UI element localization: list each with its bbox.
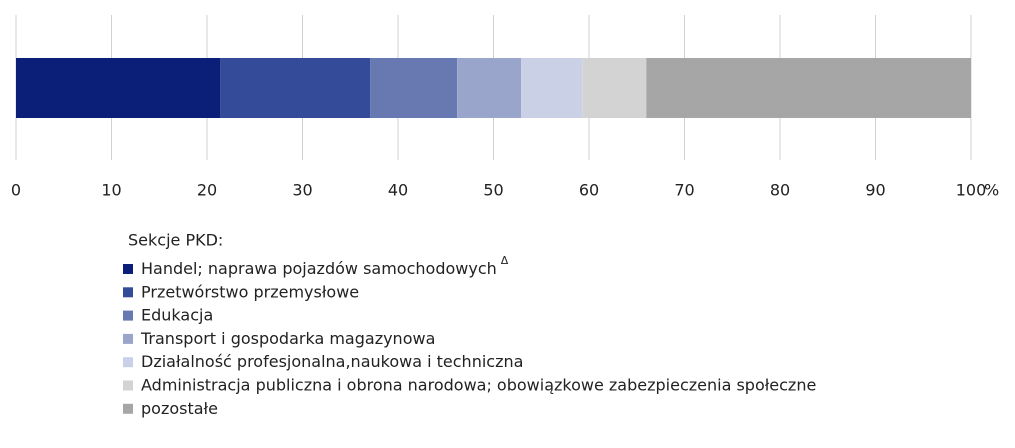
legend-swatch xyxy=(123,380,133,391)
bar-segment xyxy=(582,58,647,118)
legend-text: Handel; naprawa pojazdów samochodowych xyxy=(141,259,497,278)
legend-label: Administracja publiczna i obrona narodow… xyxy=(141,375,816,394)
x-tick-label: 60 xyxy=(579,181,599,200)
bar-segment xyxy=(16,58,221,118)
legend-swatch xyxy=(123,403,133,414)
bar-segment xyxy=(521,58,583,118)
x-tick-label: 100 xyxy=(956,181,987,200)
legend-label: Działalność profesjonalna,naukowa i tech… xyxy=(141,352,523,371)
x-tick-label: 70 xyxy=(674,181,694,200)
x-tick-label: 30 xyxy=(292,181,312,200)
legend-swatch xyxy=(123,264,133,274)
legend-swatch xyxy=(123,287,133,298)
x-tick-label: 20 xyxy=(197,181,217,200)
legend-text: Edukacja xyxy=(141,305,213,324)
legend-text: Administracja publiczna i obrona narodow… xyxy=(141,375,816,394)
legend-text: Transport i gospodarka magazynowa xyxy=(140,328,435,347)
bar-segment xyxy=(646,58,971,118)
legend-text: Przetwórstwo przemysłowe xyxy=(141,282,359,301)
legend-title: Sekcje PKD: xyxy=(128,231,223,250)
legend-superscript: Δ xyxy=(501,254,509,267)
x-tick-label: 40 xyxy=(388,181,408,200)
bar-segment xyxy=(370,58,458,118)
x-axis-label: % xyxy=(984,181,999,200)
legend-swatch xyxy=(123,333,133,344)
legend-label: Transport i gospodarka magazynowa xyxy=(140,328,435,347)
legend-label: Handel; naprawa pojazdów samochodowych Δ xyxy=(141,254,509,278)
x-tick-label: 10 xyxy=(101,181,121,200)
x-tick-label: 0 xyxy=(11,181,21,200)
legend-swatch xyxy=(123,310,133,321)
legend-label: Przetwórstwo przemysłowe xyxy=(141,282,359,301)
legend-label: pozostałe xyxy=(141,398,218,417)
bar-segment xyxy=(457,58,522,118)
legend-text: pozostałe xyxy=(141,398,218,417)
bar-segment xyxy=(220,58,371,118)
legend-swatch xyxy=(123,357,133,368)
legend-label: Edukacja xyxy=(141,305,213,324)
x-tick-label: 50 xyxy=(483,181,503,200)
x-tick-label: 90 xyxy=(865,181,885,200)
x-tick-label: 80 xyxy=(770,181,790,200)
legend-text: Działalność profesjonalna,naukowa i tech… xyxy=(141,352,523,371)
